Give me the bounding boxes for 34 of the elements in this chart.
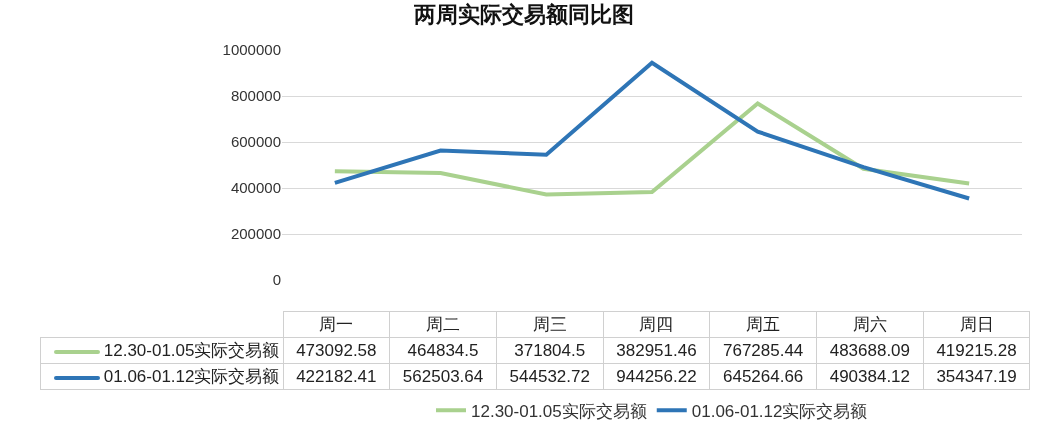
data-label: 422182.41 <box>283 363 390 390</box>
legend-label: 12.30-01.05实际交易额 <box>103 341 280 360</box>
y-tick-label: 800000 <box>230 87 281 105</box>
data-label: 645264.66 <box>709 363 817 390</box>
x-tick-label: 周二 <box>389 311 497 338</box>
y-tick-label: 400000 <box>230 179 281 197</box>
x-tick-label: 周五 <box>709 311 817 338</box>
x-tick-label: 周一 <box>283 311 390 338</box>
y-tick-label: 1000000 <box>222 41 281 59</box>
data-label: 473092.58 <box>283 337 390 364</box>
data-label: 544532.72 <box>496 363 604 390</box>
x-tick-label: 周三 <box>496 311 604 338</box>
data-label: 382951.46 <box>603 337 710 364</box>
y-tick-label: 0 <box>272 271 281 289</box>
x-tick-label: 周四 <box>603 311 710 338</box>
data-label: 767285.44 <box>709 337 817 364</box>
data-label: 354347.19 <box>923 363 1030 390</box>
data-label: 371804.5 <box>496 337 604 364</box>
data-label: 490384.12 <box>816 363 924 390</box>
legend-label: 01.06-01.12实际交易额 <box>103 367 280 386</box>
line-series <box>332 101 972 197</box>
data-label: 464834.5 <box>389 337 497 364</box>
data-label: 419215.28 <box>923 337 1030 364</box>
line-series <box>332 60 972 201</box>
data-label: 562503.64 <box>389 363 497 390</box>
x-tick-label: 周六 <box>816 311 924 338</box>
y-tick-label: 200000 <box>230 225 281 243</box>
data-label: 944256.22 <box>603 363 710 390</box>
chart-title: 两周实际交易额同比图 <box>412 2 634 28</box>
data-label: 483688.09 <box>816 337 924 364</box>
x-tick-label: 周日 <box>923 311 1030 338</box>
text: 01.06-01.12实际交易额 <box>691 401 868 421</box>
text: 12.30-01.05实际交易额 <box>471 401 647 421</box>
y-tick-label: 600000 <box>230 133 281 151</box>
